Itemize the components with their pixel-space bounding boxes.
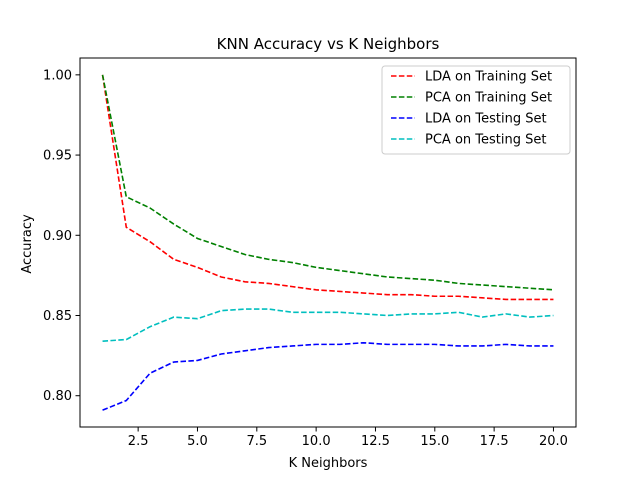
x-axis: 2.5 5.0 7.5 10.0 12.5 15.0 17.5 20.0 bbox=[128, 427, 568, 449]
series-line-1 bbox=[101, 74, 554, 291]
legend-label-1: PCA on Training Set bbox=[425, 91, 552, 106]
legend: LDA on Training Set PCA on Training Set LD… bbox=[381, 65, 571, 155]
y-tick-label: 0.85 bbox=[43, 309, 72, 324]
series-line-3 bbox=[102, 308, 554, 342]
legend-label-3: PCA on Testing Set bbox=[425, 133, 546, 148]
x-tick-label: 17.5 bbox=[480, 434, 509, 449]
series-line-2 bbox=[102, 341, 554, 411]
legend-box bbox=[381, 65, 571, 155]
x-tick-label: 10.0 bbox=[302, 434, 331, 449]
chart-title: KNN Accuracy vs K Neighbors bbox=[217, 35, 440, 53]
plot-lines bbox=[101, 74, 554, 411]
x-tick-label: 7.5 bbox=[246, 434, 267, 449]
legend-label-2: LDA on Testing Set bbox=[425, 112, 547, 127]
x-tick-label: 2.5 bbox=[128, 434, 149, 449]
y-axis: 0.80 0.85 0.90 0.95 1.00 bbox=[43, 68, 80, 404]
x-tick-label: 20.0 bbox=[539, 434, 568, 449]
x-axis-label: K Neighbors bbox=[289, 456, 368, 471]
y-tick-label: 0.95 bbox=[43, 149, 72, 164]
x-tick-label: 5.0 bbox=[187, 434, 208, 449]
legend-label-0: LDA on Training Set bbox=[425, 70, 552, 85]
x-tick-label: 12.5 bbox=[361, 434, 390, 449]
y-tick-label: 1.00 bbox=[43, 68, 72, 83]
plot-frame bbox=[79, 57, 577, 428]
series-line-0 bbox=[101, 74, 554, 301]
y-tick-label: 0.80 bbox=[43, 389, 72, 404]
y-tick-label: 0.90 bbox=[43, 229, 72, 244]
x-tick-label: 15.0 bbox=[420, 434, 449, 449]
y-axis-label: Accuracy bbox=[20, 214, 35, 274]
